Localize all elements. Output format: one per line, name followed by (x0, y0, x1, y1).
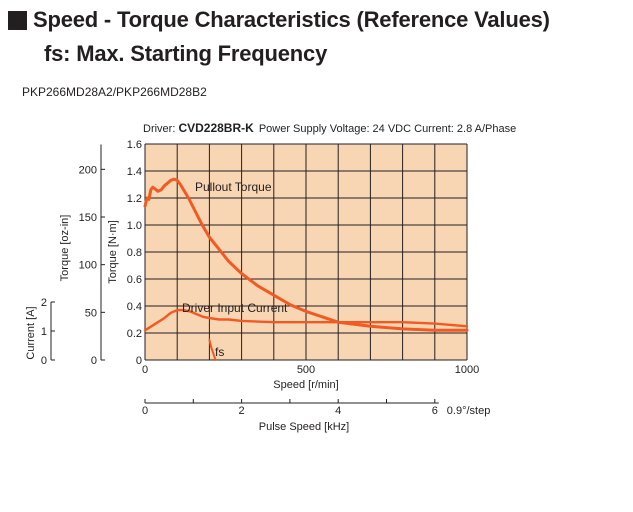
chart-conditions-line: Driver: CVD228BR-K Power Supply Voltage: … (143, 121, 516, 135)
y-tick-label: 0 (136, 355, 142, 367)
conditions-text: Power Supply Voltage: 24 VDC Current: 2.… (259, 123, 516, 135)
heading-square-icon (8, 11, 27, 30)
current-tick-label: 0 (41, 355, 47, 367)
series-line (143, 308, 469, 332)
heading-subtitle: fs: Max. Starting Frequency (44, 41, 328, 66)
heading: Speed - Torque Characteristics (Referenc… (8, 6, 550, 68)
current-tick-label: 2 (41, 297, 47, 309)
pulse-axis-label: Pulse Speed [kHz] (259, 421, 350, 433)
x-tick-label: 0 (142, 364, 148, 376)
pulse-tick-label: 0 (142, 405, 148, 417)
series-line (208, 338, 217, 361)
step-angle-label: 0.9°/step (447, 405, 491, 417)
y-tick-label: 1.2 (127, 193, 142, 205)
driver-name: CVD228BR-K (178, 121, 254, 135)
current-tick-label: 1 (41, 326, 47, 338)
y-axis-label: Torque [N·m] (107, 220, 119, 284)
y-tick-label: 0.4 (127, 301, 142, 313)
series-line (143, 177, 469, 332)
y-tick-label: 1.6 (127, 139, 142, 151)
y-tick-label: 0.8 (127, 247, 142, 259)
oz-tick-label: 100 (79, 260, 97, 272)
current-axis-label: Current [A] (25, 306, 37, 359)
model-number: PKP266MD28A2/PKP266MD28B2 (22, 85, 207, 99)
oz-tick-label: 0 (91, 355, 97, 367)
x-axis-label: Speed [r/min] (273, 379, 338, 391)
pulse-tick-label: 2 (239, 405, 245, 417)
series-label: fs (215, 345, 224, 359)
heading-line1: Speed - Torque Characteristics (Referenc… (8, 6, 550, 34)
y-tick-label: 1.0 (127, 220, 142, 232)
pulse-tick-label: 6 (432, 405, 438, 417)
pulse-tick-label: 4 (335, 405, 341, 417)
driver-label: Driver: (143, 123, 178, 135)
oz-tick-label: 200 (79, 164, 97, 176)
x-tick-label: 1000 (455, 364, 479, 376)
oz-axis-label: Torque [oz-in] (59, 215, 71, 282)
y-tick-label: 0.6 (127, 274, 142, 286)
heading-title: Speed - Torque Characteristics (Referenc… (33, 7, 550, 32)
x-tick-label: 500 (297, 364, 315, 376)
y-tick-label: 1.4 (127, 166, 142, 178)
oz-tick-label: 50 (85, 307, 97, 319)
oz-tick-label: 150 (79, 212, 97, 224)
y-tick-label: 0.2 (127, 328, 142, 340)
series-group (143, 177, 469, 361)
series-label: Pullout Torque (195, 180, 272, 194)
labels-group: 0 0.2 0.4 0.6 0.8 1.0 1.2 1.4 1.6 Torque [N·m] 0 50… (25, 139, 490, 433)
series-label: Driver Input Current (182, 301, 288, 315)
axes (50, 144, 439, 404)
